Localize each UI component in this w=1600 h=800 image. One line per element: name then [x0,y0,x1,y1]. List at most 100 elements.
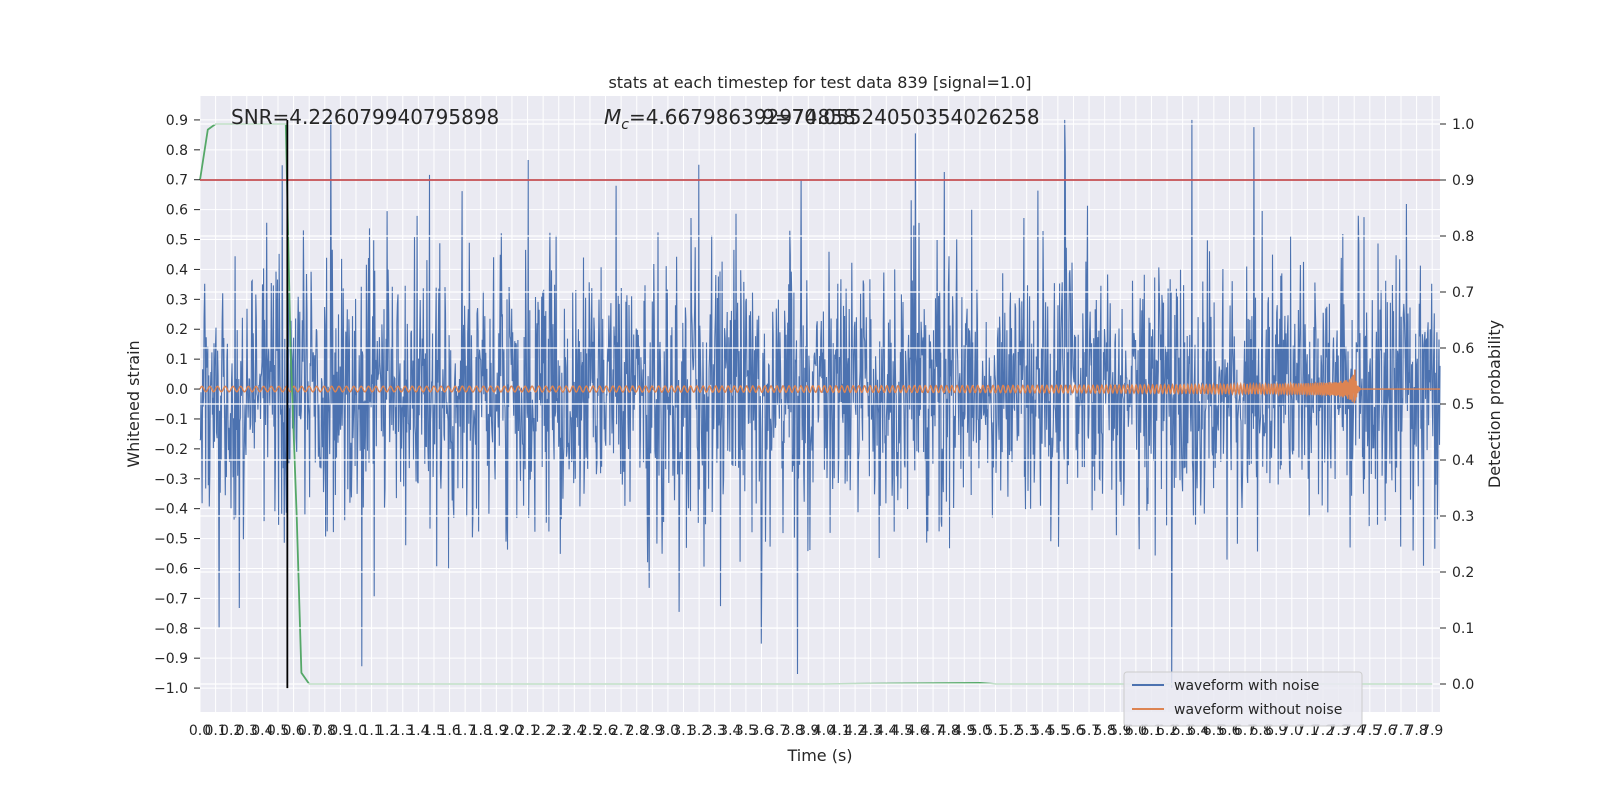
noise-waveform-line [199,119,1441,689]
x-tick-label: 7.9 [1421,723,1443,739]
x-tick-label: 6.3 [1172,723,1194,739]
x-tick-label: 1.0 [345,723,367,739]
x-tick-label: 7.0 [1281,723,1303,739]
x-tick-label: 5.3 [1016,723,1038,739]
x-tick-label: 3.5 [735,723,757,739]
x-tick-label: 2.4 [563,723,585,739]
y-ticks-right: 1.0 0.9 0.8 0.7 0.6 0.5 0.4 0.3 0.2 0.1 0.0 [1440,117,1474,693]
y-tick-label-left: −0.1 [154,412,188,428]
x-tick-label: 4.5 [891,723,913,739]
x-tick-label: 3.3 [704,723,726,739]
x-tick-label: 7.5 [1359,723,1381,739]
x-tick-label: 4.2 [844,723,866,739]
x-tick-label: 0.6 [282,723,304,739]
y-tick-label-left: −0.9 [154,651,188,667]
x-tick-label: 2.8 [626,723,648,739]
x-tick-label: 1.7 [454,723,476,739]
y-ticks-left: 0.9 0.8 0.7 0.6 0.5 0.4 0.3 0.2 0.1 0.0 −0.1 −0.2 −0… [154,113,200,697]
x-tick-label: 5.6 [1062,723,1084,739]
x-tick-label: 2.5 [579,723,601,739]
x-tick-label: 7.1 [1296,723,1318,739]
x-tick-label: 0.9 [329,723,351,739]
x-tick-label: 6.7 [1234,723,1256,739]
y-tick-label-left: −0.7 [154,591,188,607]
x-tick-label: 6.9 [1265,723,1287,739]
x-tick-label: 4.0 [813,723,835,739]
series-waveform-with-noise [199,119,1441,689]
y-tick-label-left: −0.5 [154,532,188,548]
x-tick-label: 1.1 [360,723,382,739]
x-tick-label: 5.7 [1078,723,1100,739]
x-tick-label: 7.3 [1327,723,1349,739]
y-tick-label-left: 0.8 [166,143,188,159]
y-tick-label-left: −1.0 [154,681,188,697]
x-tick-label: 4.3 [860,723,882,739]
y-tick-label-left: −0.6 [154,561,188,577]
x-tick-label: 3.0 [657,723,679,739]
x-tick-label: 0.1 [204,723,226,739]
x-tick-label: 1.8 [470,723,492,739]
x-tick-label: 3.8 [782,723,804,739]
x-tick-label: 5.2 [1000,723,1022,739]
x-tick-label: 1.9 [485,723,507,739]
y-tick-label-right: 0.3 [1452,509,1474,525]
y-tick-label-left: −0.2 [154,442,188,458]
x-tick-label: 3.6 [750,723,772,739]
y-tick-label-left: 0.9 [166,113,188,129]
x-tick-label: 5.9 [1109,723,1131,739]
y-tick-label-right: 0.1 [1452,621,1474,637]
x-tick-label: 0.2 [220,723,242,739]
y-axis-title-right: Detection probability [1485,320,1504,488]
x-tick-label: 1.4 [407,723,429,739]
x-tick-label: 5.1 [984,723,1006,739]
x-tick-label: 0.8 [314,723,336,739]
y-tick-label-right: 0.7 [1452,285,1474,301]
y-tick-label-right: 0.4 [1452,453,1474,469]
y-tick-label-left: −0.8 [154,621,188,637]
y-axis-title-left: Whitened strain [124,340,143,467]
mc-overlap-annotation: 9=70.05524050354026258 [762,105,1040,129]
x-tick-label: 7.2 [1312,723,1334,739]
snr-annotation: SNR=4.226079940795898 [231,105,499,129]
x-tick-label: 6.5 [1203,723,1225,739]
x-tick-label: 3.2 [688,723,710,739]
mc-symbol: M [604,105,621,129]
x-tick-label: 2.2 [532,723,554,739]
x-tick-label: 6.8 [1249,723,1271,739]
y-tick-label-left: 0.6 [166,203,188,219]
x-tick-label: 3.7 [766,723,788,739]
x-tick-label: 5.5 [1047,723,1069,739]
y-tick-label-left: 0.5 [166,233,188,249]
y-tick-label-left: 0.4 [166,262,188,278]
y-tick-label-right: 0.5 [1452,397,1474,413]
y-tick-label-right: 0.6 [1452,341,1474,357]
x-tick-label: 6.6 [1218,723,1240,739]
legend-label-noise: waveform with noise [1174,678,1319,694]
x-tick-label: 2.3 [548,723,570,739]
y-tick-label-left: 0.3 [166,292,188,308]
y-tick-label-right: 0.8 [1452,229,1474,245]
mc-value: =4.667986392974858 [629,105,856,129]
x-tick-label: 0.0 [189,723,211,739]
x-tick-label: 7.6 [1374,723,1396,739]
y-tick-label-right: 0.0 [1452,677,1474,693]
x-tick-label: 4.8 [938,723,960,739]
x-ticks: 0.00.10.20.30.40.50.60.70.80.91.01.11.21… [189,723,1443,739]
x-tick-label: 6.2 [1156,723,1178,739]
x-tick-label: 3.4 [719,723,741,739]
chart-title: stats at each timestep for test data 839… [608,73,1031,92]
y-tick-label-left: 0.1 [166,352,188,368]
x-tick-label: 7.7 [1390,723,1412,739]
x-tick-label: 6.1 [1140,723,1162,739]
x-tick-label: 5.0 [969,723,991,739]
y-tick-label-left: 0.0 [166,382,188,398]
clean-waveform-line [199,369,1440,404]
series-waveform-without-noise [199,369,1440,404]
x-tick-label: 0.7 [298,723,320,739]
x-tick-label: 1.2 [376,723,398,739]
x-tick-label: 1.5 [423,723,445,739]
y-tick-label-left: 0.2 [166,322,188,338]
y-tick-label-right: 0.9 [1452,173,1474,189]
x-tick-label: 1.3 [392,723,414,739]
